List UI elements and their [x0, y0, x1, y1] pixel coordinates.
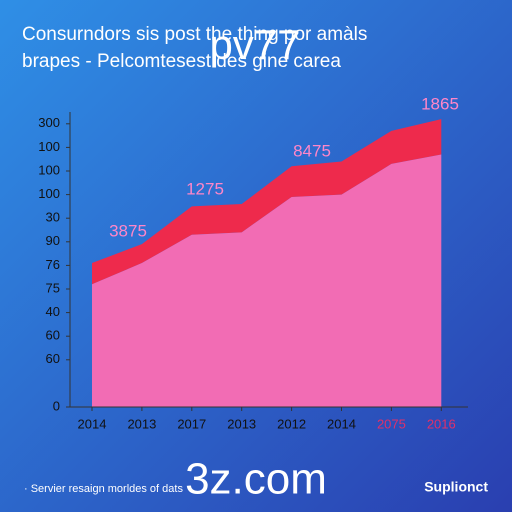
- annotation: 3875: [109, 221, 147, 240]
- y-tick-label: 30: [46, 210, 60, 225]
- x-tick-label: 2017: [177, 416, 206, 431]
- annotation: 8475: [293, 141, 331, 160]
- chart-subtitle: brapes - Pelcomtesest des gine carea: [22, 51, 341, 72]
- chart-title: Consurndors sis post the thing por amàls: [22, 24, 367, 45]
- y-tick-label: 76: [46, 257, 60, 272]
- annotation: 1865: [421, 94, 459, 113]
- area: [92, 119, 442, 285]
- y-tick-label: 60: [46, 351, 60, 366]
- x-tick-label: 2014: [78, 416, 107, 431]
- x-tick-label: 2013: [227, 416, 256, 431]
- annotation: 1275: [186, 179, 224, 198]
- x-tick-label: 2016: [427, 416, 456, 431]
- y-tick-label: 40: [46, 304, 60, 319]
- watermark: pv77: [209, 21, 300, 68]
- x-tick-label: 2012: [277, 416, 306, 431]
- y-tick-label: 100: [38, 162, 60, 177]
- y-tick-label: 90: [46, 233, 60, 248]
- y-tick-label: 75: [46, 280, 60, 295]
- y-tick-label: 60: [46, 328, 60, 343]
- x-tick-label: 2013: [127, 416, 156, 431]
- x-tick-label: 2075: [377, 416, 406, 431]
- x-tick-label: 2014: [327, 416, 356, 431]
- y-tick-label: 300: [38, 115, 60, 130]
- y-tick-label: 100: [38, 186, 60, 201]
- watermark: 3z.com: [185, 455, 327, 504]
- y-tick-label: 0: [53, 398, 60, 413]
- footer: · Servier resaign morldes of dats: [24, 483, 183, 495]
- plot: 0 60 60 40 75 76 90 30 100 100 100 300 2014 2013 2017 2…: [38, 94, 468, 431]
- area: [92, 154, 442, 407]
- brand: Suplionct: [424, 479, 488, 495]
- y-tick-label: 100: [38, 139, 60, 154]
